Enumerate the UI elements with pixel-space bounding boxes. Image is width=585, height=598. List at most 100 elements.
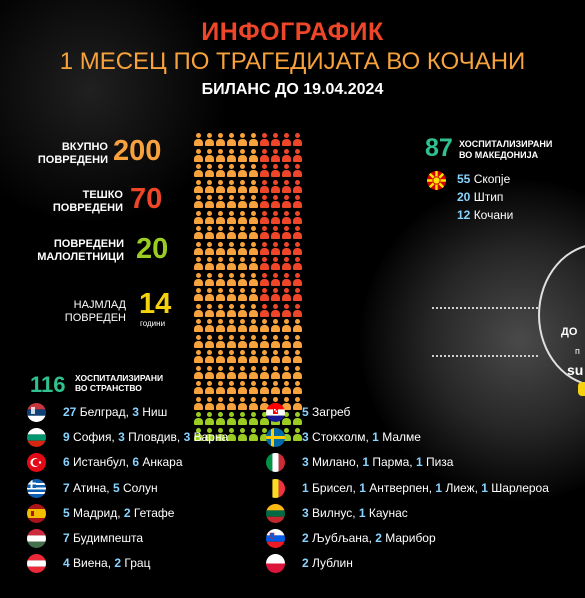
person-icon [270,241,281,256]
city-name: Белград, [76,405,129,419]
city-name: Вилнус, [308,505,356,520]
person-icon [226,164,237,178]
person-icon [292,319,303,333]
city-count: 1 [359,455,370,470]
city-name: Каунас [365,505,408,520]
stat-minors-label: ПОВРЕДЕНИ МАЛОЛЕТНИЦИ [0,238,124,264]
person-icon [270,195,281,209]
poland-flag-icon [266,554,285,574]
person-icon [215,164,226,178]
city-count: 2 [302,531,309,545]
person-icon [215,195,226,209]
person-icon [248,396,259,411]
city-count: 2 [371,531,382,545]
country-city-line: 7 Атина, 5 Солун [63,481,158,495]
person-icon [226,272,237,287]
person-icon [248,412,259,426]
city-count: 2 [120,505,131,520]
person-icon [292,164,303,178]
person-icon [215,226,226,240]
person-icon [281,241,292,256]
person-icon [259,396,270,411]
people-row [193,179,303,196]
city-name: Брисел, [308,480,356,495]
macedonia-label: ХОСПИТАЛИЗИРАНИ ВО МАКЕДОНИЈА [459,139,552,161]
turkey-flag-icon [27,453,46,473]
person-icon [281,365,292,380]
person-icon [226,396,237,411]
person-icon [204,210,215,225]
person-icon [292,195,303,209]
person-icon [292,288,303,302]
person-icon [259,288,270,302]
macedonia-label-l2: ВО МАКЕДОНИЈА [459,150,539,160]
stat-severe-label-l1: ТЕШКО [82,189,123,201]
side-text-3: su [567,362,584,378]
person-icon [215,412,226,426]
stat-youngest-label-l1: НАЈМЛАД [73,299,126,311]
city-name: Љубљана, [308,531,372,545]
person-icon [237,350,248,364]
city-name: Шарлероа [487,480,549,495]
city-count: 12 [457,208,471,222]
stat-youngest-label: НАЈМЛАД ПОВРЕДЕН [0,299,126,325]
person-icon [237,365,248,380]
slovenia-flag-icon [266,529,285,548]
page-subtitle: 1 МЕСЕЦ ПО ТРАГЕДИЈАТА ВО КОЧАНИ [59,48,526,75]
greece-flag-icon [27,478,46,498]
person-icon [270,226,281,240]
city-name: Атина, [69,480,110,495]
person-icon [281,334,292,349]
person-icon [237,272,248,287]
page-title: ИНФОГРАФИК [201,18,384,46]
city-count: 9 [63,430,70,445]
macedonia-label-l1: ХОСПИТАЛИЗИРАНИ [459,139,553,149]
person-icon [270,148,281,163]
city-count: 27 [63,405,77,419]
city-count: 2 [302,556,309,571]
city-count: 5 [109,480,120,495]
person-icon [215,303,226,318]
country-city-line: 2 Лублин [302,556,353,570]
person-icon [204,412,215,426]
people-row [193,133,303,149]
person-icon [248,427,259,442]
person-icon [259,303,270,318]
person-icon [215,427,226,442]
person-icon [270,164,281,178]
city-name: Пловдив, [124,430,181,445]
city-name: Будимпешта [69,531,144,545]
person-icon [237,241,248,256]
person-icon [292,334,303,349]
person-icon [248,133,259,147]
person-icon [237,303,248,318]
person-icon [259,272,270,287]
person-icon [259,365,270,380]
person-icon [270,319,281,333]
person-icon [204,179,215,194]
person-icon [226,427,237,442]
city-count: 20 [457,190,471,204]
city-name: Марибор [381,531,436,545]
person-icon [193,350,204,364]
person-icon [248,226,259,240]
macedonia-city-item: 55 Скопје [457,172,510,186]
person-icon [259,210,270,225]
person-icon [281,272,292,287]
person-icon [237,226,248,240]
person-icon [215,257,226,271]
person-icon [204,365,215,380]
people-row [193,257,303,273]
people-row [193,334,303,351]
person-icon [259,133,270,147]
city-count: 4 [63,556,70,571]
person-icon [270,133,281,147]
person-icon [237,334,248,349]
person-icon [226,210,237,225]
person-icon [226,319,237,333]
city-name: Штип [470,190,504,204]
person-icon [226,381,237,395]
people-row [193,272,303,289]
person-icon [226,412,237,426]
